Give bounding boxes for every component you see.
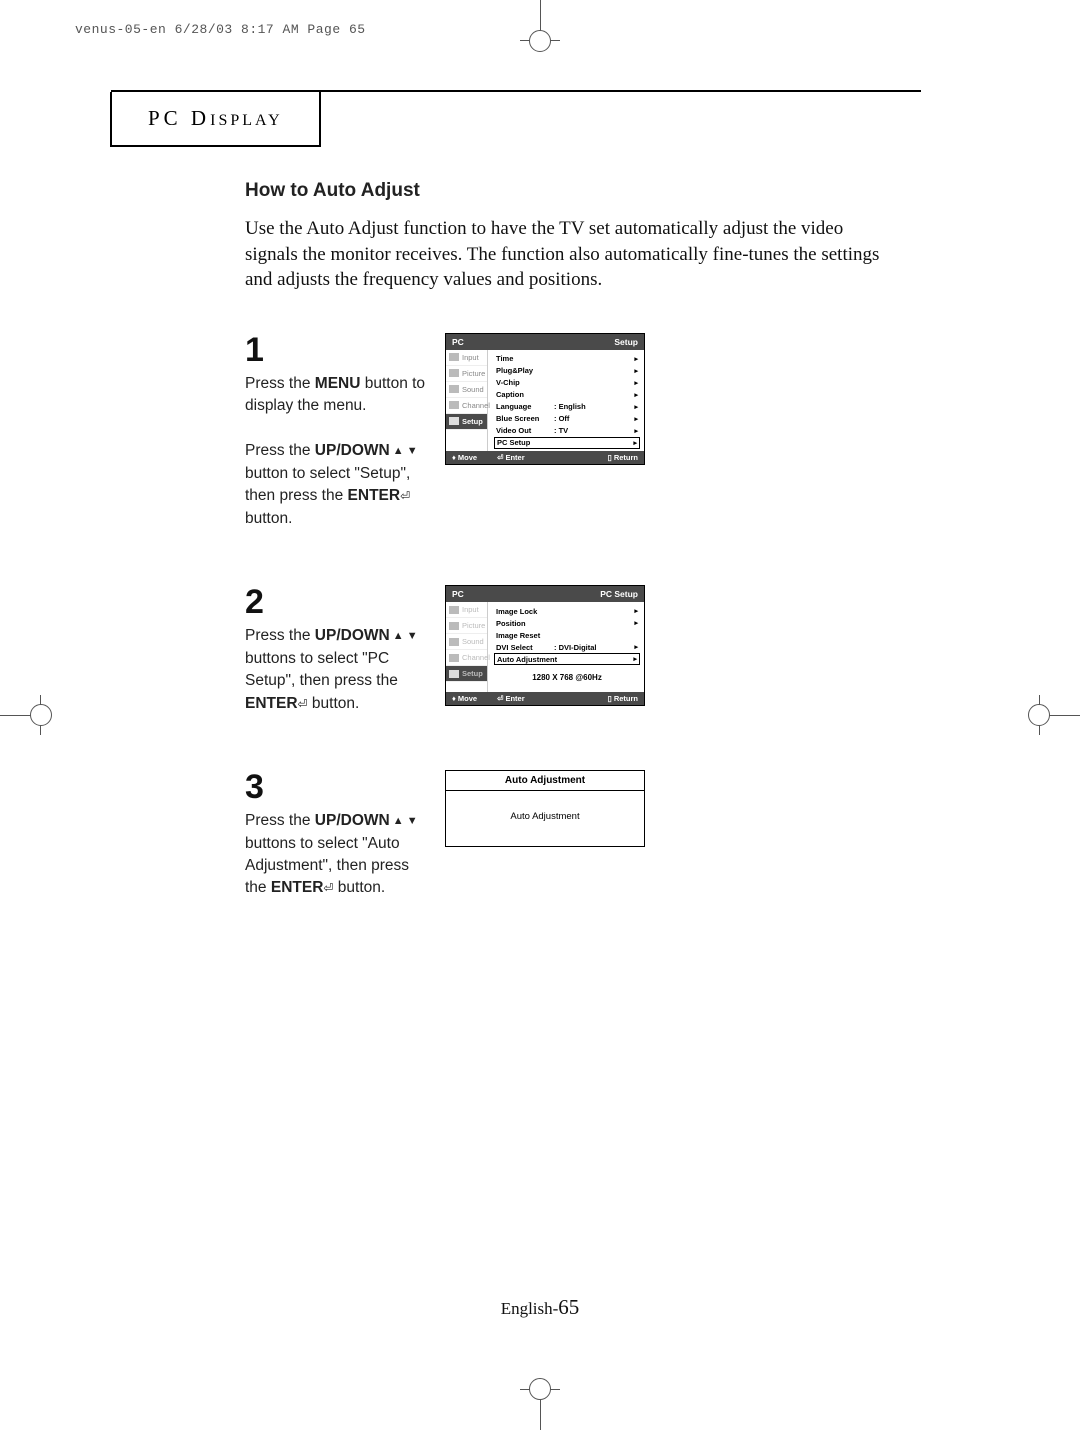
step-3-number: 3 — [245, 770, 429, 804]
print-header: venus-05-en 6/28/03 8:17 AM Page 65 — [75, 22, 366, 37]
step-1-text: 1 Press the MENU button to display the m… — [245, 333, 435, 530]
step-2-updown: UP/DOWN — [315, 627, 390, 644]
osd1-side-picture: Picture — [446, 366, 487, 382]
osd1-main: Time▸ Plug&Play▸ V-Chip▸ Caption▸ Langua… — [488, 350, 644, 451]
crop-mark-left — [0, 695, 55, 735]
crop-mark-right — [1025, 695, 1080, 735]
lead-paragraph: Use the Auto Adjust function to have the… — [245, 216, 885, 293]
auto-adjust-header: Auto Adjustment — [446, 771, 644, 791]
osd1-footer-move: ♦ Move — [452, 453, 477, 462]
step-2-a: Press the — [245, 627, 315, 644]
osd1-sidebar: Input Picture Sound Channel Setup — [446, 350, 488, 451]
up-down-icon: ▲ ▼ — [390, 445, 418, 457]
step-1-number: 1 — [245, 333, 429, 367]
osd1-footer-enter: ⏎ Enter — [497, 453, 525, 462]
step-3-updown: UP/DOWN — [315, 812, 390, 829]
osd-auto-adjustment: Auto Adjustment Auto Adjustment — [445, 770, 645, 847]
subtitle: How to Auto Adjust — [245, 180, 925, 202]
step-1-updown: UP/DOWN — [315, 442, 390, 459]
page-content: How to Auto Adjust Use the Auto Adjust f… — [245, 180, 925, 955]
osd1-row-caption: Caption▸ — [494, 389, 640, 401]
osd1-side-setup: Setup — [446, 414, 487, 430]
osd2-side-input: Input — [446, 602, 487, 618]
osd2-sidebar: Input Picture Sound Channel Setup — [446, 602, 488, 692]
osd1-footer: ♦ Move ⏎ Enter ▯ Return — [446, 451, 644, 464]
crop-mark-bottom — [520, 1380, 560, 1430]
step-2-enter: ENTER — [245, 695, 298, 712]
up-down-icon: ▲ ▼ — [390, 815, 418, 827]
step-1-p2a: Press the — [245, 442, 315, 459]
step-1: 1 Press the MENU button to display the m… — [245, 333, 925, 530]
enter-icon: ⏎ — [298, 697, 308, 711]
step-3-a: Press the — [245, 812, 315, 829]
osd2-side-setup: Setup — [446, 666, 487, 682]
osd2-footer-enter: ⏎ Enter — [497, 694, 525, 703]
section-title-tab: PC DISPLAY — [110, 92, 321, 147]
osd1-title-right: Setup — [614, 337, 638, 347]
auto-adjust-body: Auto Adjustment — [446, 791, 644, 846]
section-title-smallcaps: ISPLAY — [210, 112, 283, 129]
osd1-side-sound: Sound — [446, 382, 487, 398]
page-number-value: 65 — [558, 1295, 579, 1319]
osd1-side-input: Input — [446, 350, 487, 366]
osd1-row-plugplay: Plug&Play▸ — [494, 365, 640, 377]
osd2-side-sound: Sound — [446, 634, 487, 650]
osd2-title-right: PC Setup — [600, 589, 638, 599]
step-2: 2 Press the UP/DOWN ▲ ▼ buttons to selec… — [245, 585, 925, 715]
osd1-row-language: Language: English▸ — [494, 401, 640, 413]
osd1-header: PC Setup — [446, 334, 644, 350]
osd2-row-imagelock: Image Lock▸ — [494, 605, 640, 617]
step-3-c: button. — [333, 879, 385, 896]
osd1-row-bluescreen: Blue Screen: Off▸ — [494, 413, 640, 425]
osd1-side-channel: Channel — [446, 398, 487, 414]
up-down-icon: ▲ ▼ — [390, 630, 418, 642]
step-3-text: 3 Press the UP/DOWN ▲ ▼ buttons to selec… — [245, 770, 435, 900]
enter-icon: ⏎ — [400, 489, 410, 503]
osd2-resolution-info: 1280 X 768 @60Hz — [494, 665, 640, 690]
step-2-number: 2 — [245, 585, 429, 619]
page-frame: PC DISPLAY — [111, 90, 921, 147]
osd2-footer-move: ♦ Move — [452, 694, 477, 703]
osd1-row-time: Time▸ — [494, 353, 640, 365]
osd-setup-menu: PC Setup Input Picture Sound Channel Set… — [445, 333, 645, 465]
osd2-row-dviselect: DVI Select: DVI-Digital▸ — [494, 641, 640, 653]
osd2-row-imagereset: Image Reset — [494, 629, 640, 641]
step-1-t1: Press the — [245, 375, 315, 392]
osd2-footer-return: ▯ Return — [608, 694, 638, 703]
page-number-prefix: English- — [501, 1299, 559, 1318]
enter-icon: ⏎ — [323, 881, 333, 895]
section-title-main: PC D — [148, 106, 210, 130]
osd2-main: Image Lock▸ Position▸ Image Reset DVI Se… — [488, 602, 644, 692]
osd2-title-left: PC — [452, 589, 464, 599]
step-1-menu-word: MENU — [315, 375, 361, 392]
step-2-text: 2 Press the UP/DOWN ▲ ▼ buttons to selec… — [245, 585, 435, 715]
osd2-row-position: Position▸ — [494, 617, 640, 629]
step-2-b: buttons to select "PC Setup", then press… — [245, 650, 398, 689]
osd2-side-picture: Picture — [446, 618, 487, 634]
osd1-footer-return: ▯ Return — [608, 453, 638, 462]
osd-pcsetup-menu: PC PC Setup Input Picture Sound Channel … — [445, 585, 645, 706]
osd1-row-vchip: V-Chip▸ — [494, 377, 640, 389]
crop-mark-top — [520, 0, 560, 50]
step-1-enter: ENTER — [348, 487, 401, 504]
osd1-row-videoout: Video Out: TV▸ — [494, 425, 640, 437]
osd1-row-pcsetup: PC Setup▸ — [494, 437, 640, 449]
step-1-p2c: button. — [245, 510, 292, 527]
osd2-row-autoadjust: Auto Adjustment▸ — [494, 653, 640, 665]
osd2-header: PC PC Setup — [446, 586, 644, 602]
step-2-c: button. — [308, 695, 360, 712]
step-3: 3 Press the UP/DOWN ▲ ▼ buttons to selec… — [245, 770, 925, 900]
osd2-footer: ♦ Move ⏎ Enter ▯ Return — [446, 692, 644, 705]
osd2-side-channel: Channel — [446, 650, 487, 666]
step-3-enter: ENTER — [271, 879, 324, 896]
osd1-title-left: PC — [452, 337, 464, 347]
page-number: English-65 — [501, 1295, 580, 1320]
